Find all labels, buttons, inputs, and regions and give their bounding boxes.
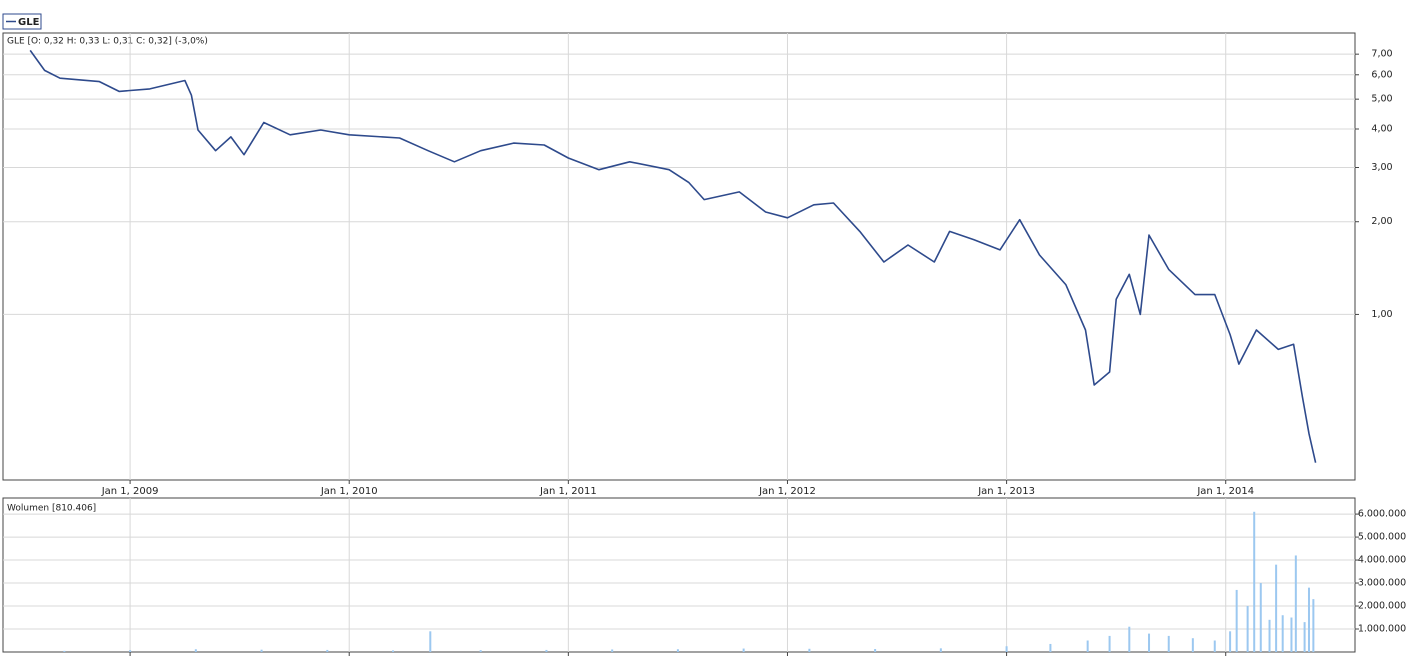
volume-bar xyxy=(939,648,942,652)
y-tick-label: 1,00 xyxy=(1371,309,1392,320)
legend-box xyxy=(2,13,42,30)
y-tick-label: 3,00 xyxy=(1371,162,1392,173)
volume-bar xyxy=(611,649,614,652)
y-tick-label: 5,00 xyxy=(1371,94,1392,105)
x-tick-label: Jan 1, 2013 xyxy=(977,486,1035,497)
y-tick-label: 4.000.000 xyxy=(1358,555,1406,566)
y-tick-label: 7,00 xyxy=(1371,49,1392,60)
volume-bar xyxy=(1005,646,1008,652)
volume-bar xyxy=(1275,564,1278,652)
plot-frame xyxy=(2,32,1356,481)
volume-bar xyxy=(260,649,263,652)
volume-bar xyxy=(676,649,679,652)
volume-bar xyxy=(1259,583,1262,652)
y-tick-label: 6.000.000 xyxy=(1358,509,1406,520)
volume-bar xyxy=(1191,638,1194,652)
y-tick-label: 5.000.000 xyxy=(1358,532,1406,543)
volume-bar xyxy=(1229,631,1232,652)
volume-bar xyxy=(1307,587,1310,652)
volume-bar xyxy=(874,649,877,652)
volume-bar xyxy=(479,650,482,652)
x-tick-label: Jan 1, 2010 xyxy=(320,486,378,497)
y-tick-label: 1.000.000 xyxy=(1358,624,1406,635)
plot-frame xyxy=(2,497,1356,653)
y-tick-label: 2,00 xyxy=(1371,216,1392,227)
volume-bar xyxy=(1235,589,1238,652)
volume-bar xyxy=(808,648,811,652)
volume-bar xyxy=(1049,643,1052,652)
volume-bar xyxy=(742,648,745,652)
volume-bar xyxy=(1128,626,1131,652)
volume-bar xyxy=(1108,635,1111,652)
price-info: GLE [O: 0,32 H: 0,33 L: 0,31 C: 0,32] (-… xyxy=(7,37,208,47)
volume-bar xyxy=(129,650,132,652)
volume-bar xyxy=(429,631,432,652)
volume-bar xyxy=(1213,640,1216,652)
volume-bar xyxy=(545,649,548,652)
volume-bar xyxy=(1148,633,1151,652)
volume-bar xyxy=(1086,640,1089,652)
volume-bar xyxy=(1312,599,1315,652)
y-tick-label: 4,00 xyxy=(1371,124,1392,135)
x-tick-label: Jan 1, 2012 xyxy=(758,486,816,497)
volume-bar xyxy=(1253,511,1256,652)
volume-bar xyxy=(1281,615,1284,652)
volume-bar xyxy=(1294,555,1297,652)
volume-bar xyxy=(194,649,197,652)
volume-bar xyxy=(1268,619,1271,652)
y-tick-label: 3.000.000 xyxy=(1358,578,1406,589)
volume-bar xyxy=(1290,617,1293,652)
price-line xyxy=(29,49,1317,463)
y-tick-label: 6,00 xyxy=(1371,69,1392,80)
volume-bar xyxy=(63,650,66,652)
y-tick-label: 2.000.000 xyxy=(1358,601,1406,612)
x-tick-label: Jan 1, 2014 xyxy=(1196,486,1254,497)
volume-bar xyxy=(1303,622,1306,652)
volume-bar xyxy=(1167,635,1170,652)
volume-bar xyxy=(1246,606,1249,652)
volume-bar xyxy=(392,650,395,652)
x-tick-label: Jan 1, 2011 xyxy=(539,486,597,497)
x-tick-label: Jan 1, 2009 xyxy=(101,486,159,497)
volume-title: Wolumen [810.406] xyxy=(7,504,96,514)
volume-bar xyxy=(326,649,329,652)
legend-label: GLE xyxy=(18,17,40,28)
